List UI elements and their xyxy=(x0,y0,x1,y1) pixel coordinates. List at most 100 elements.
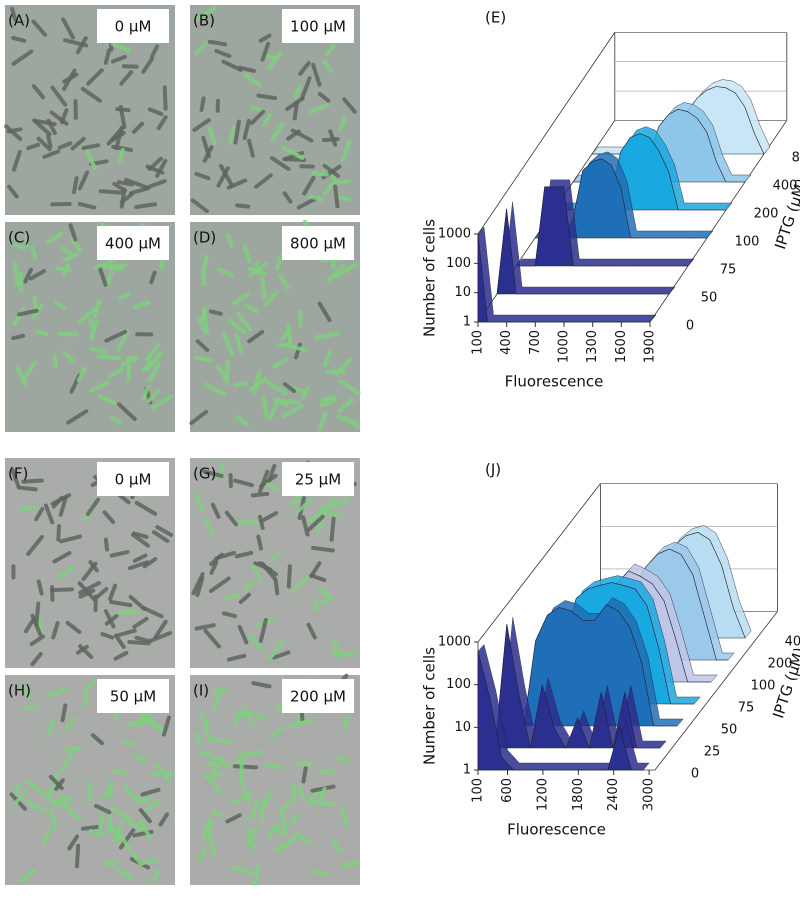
z-tick-label: 75 xyxy=(738,701,755,716)
cell xyxy=(90,733,104,746)
x-tick-label: 1900 xyxy=(643,330,658,363)
cell xyxy=(131,121,145,134)
cell xyxy=(132,553,148,563)
cell xyxy=(224,359,230,386)
cell xyxy=(322,59,333,73)
cell xyxy=(190,198,209,214)
cell xyxy=(119,187,127,209)
cell xyxy=(12,260,20,287)
cell xyxy=(29,634,45,647)
x-axis-label: Fluorescence xyxy=(507,821,606,839)
cell xyxy=(48,807,58,831)
cell xyxy=(224,510,239,527)
y-tick-label: 1 xyxy=(463,315,471,330)
cell xyxy=(51,620,60,640)
cell xyxy=(202,145,214,163)
ridge xyxy=(494,624,661,750)
y-axis-label: Number of cells xyxy=(421,647,439,765)
x-tick-label: 1200 xyxy=(535,778,550,811)
cell xyxy=(95,586,109,599)
cell xyxy=(70,136,86,151)
cell xyxy=(149,44,159,59)
cell xyxy=(86,68,104,86)
cell xyxy=(26,535,44,556)
cell xyxy=(162,715,171,737)
cell xyxy=(249,109,266,126)
cell xyxy=(146,715,163,732)
cell xyxy=(138,808,152,824)
panel-label: (F) xyxy=(8,465,28,483)
cell xyxy=(138,708,153,729)
cell xyxy=(30,652,43,667)
cell xyxy=(329,516,336,542)
cell xyxy=(13,789,29,805)
label-box xyxy=(97,9,169,43)
cell xyxy=(62,252,79,263)
cell xyxy=(106,813,113,835)
cell xyxy=(336,414,358,425)
cell xyxy=(258,33,272,43)
cell xyxy=(318,587,332,599)
chart-title: (E) xyxy=(485,9,506,27)
cell xyxy=(231,866,255,875)
x-tick-label: 600 xyxy=(500,778,515,803)
z-tick-label: 100 xyxy=(735,235,760,250)
x-tick-label: 100 xyxy=(471,330,486,355)
cell xyxy=(272,650,291,660)
x-tick-label: 100 xyxy=(471,778,486,803)
cell xyxy=(46,796,70,806)
cell xyxy=(286,564,292,589)
z-tick-label: 800 xyxy=(792,151,800,166)
cell xyxy=(195,576,205,598)
cell xyxy=(343,715,350,730)
cell xyxy=(11,49,34,66)
concentration-label: 200 μM xyxy=(290,688,346,706)
cell xyxy=(322,178,338,196)
cell xyxy=(296,197,317,210)
cell xyxy=(267,50,283,71)
cell xyxy=(11,333,26,341)
cell xyxy=(97,812,105,836)
cell xyxy=(52,354,58,369)
cell xyxy=(339,861,359,868)
cell xyxy=(58,534,82,544)
cell xyxy=(334,357,353,377)
cell xyxy=(46,686,68,699)
cell xyxy=(118,291,132,301)
cell xyxy=(70,237,83,254)
cell xyxy=(200,306,208,321)
cell xyxy=(279,811,288,833)
cell xyxy=(322,163,340,178)
cell xyxy=(96,354,122,361)
cell xyxy=(154,762,172,783)
concentration-label: 800 μM xyxy=(290,235,346,253)
cell xyxy=(62,68,77,91)
cell xyxy=(189,409,209,425)
cell xyxy=(134,635,152,644)
cell xyxy=(308,102,330,115)
z-tick-label: 50 xyxy=(721,723,738,738)
cell xyxy=(267,639,285,661)
cell xyxy=(153,619,168,639)
cell xyxy=(89,380,110,393)
cell xyxy=(279,801,291,814)
cell xyxy=(104,613,119,626)
cell xyxy=(18,505,37,512)
cell xyxy=(231,790,253,806)
cell xyxy=(85,149,98,171)
cell xyxy=(147,361,161,383)
cell xyxy=(207,39,228,47)
cell xyxy=(313,597,319,613)
cell xyxy=(119,70,134,86)
cell xyxy=(66,409,89,425)
cell xyxy=(145,343,161,362)
cell xyxy=(98,266,108,288)
cell xyxy=(80,824,100,831)
cell xyxy=(124,818,148,834)
cell xyxy=(26,779,48,797)
panel-label: (D) xyxy=(193,229,216,247)
cell xyxy=(30,245,38,260)
label-box xyxy=(282,462,354,496)
cell xyxy=(141,360,153,373)
cell xyxy=(238,592,252,605)
